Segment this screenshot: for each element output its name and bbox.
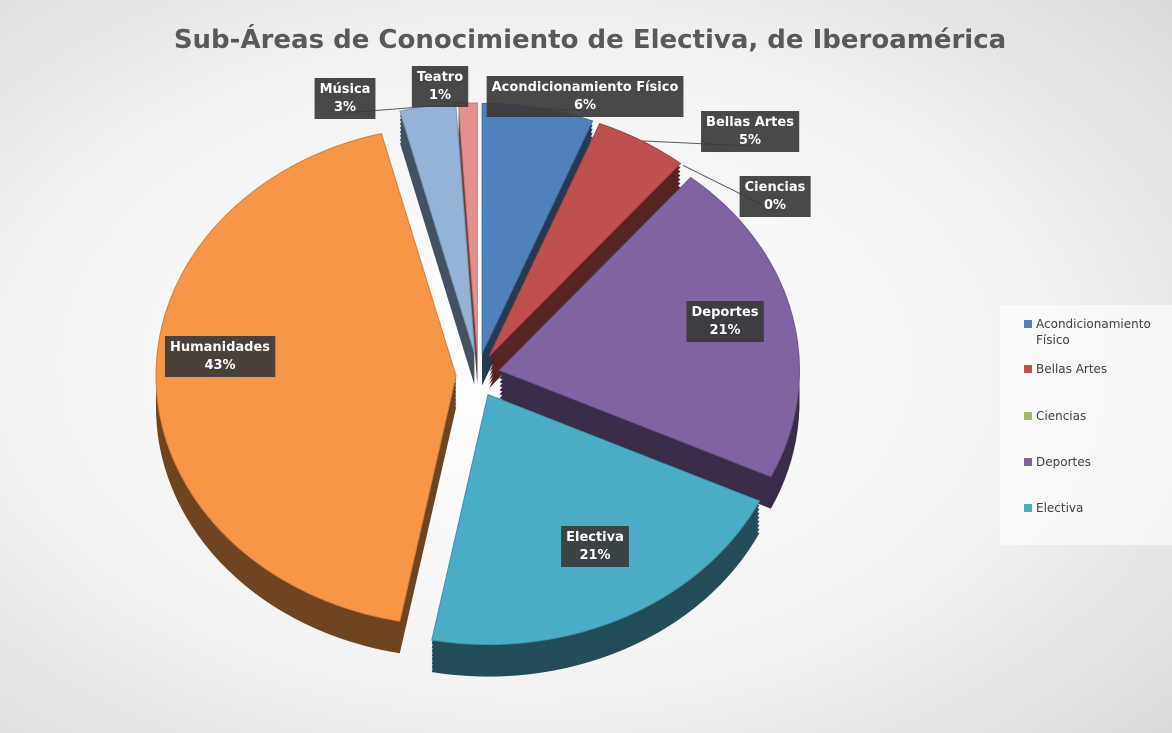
data-label: Humanidades 43% [164, 336, 276, 377]
data-label-category: Ciencias [745, 180, 806, 195]
legend-label: Deportes [1036, 455, 1091, 469]
legend-label: Ciencias [1036, 409, 1086, 423]
data-label-box [411, 66, 469, 107]
data-label-value: 0% [764, 198, 786, 213]
legend-swatch [1024, 504, 1032, 512]
data-label-value: 43% [204, 358, 235, 373]
data-label-category: Deportes [691, 305, 758, 320]
data-label: Deportes 21% [686, 301, 764, 342]
slice [431, 393, 761, 646]
data-label-value: 5% [739, 133, 761, 148]
data-label: Ciencias 0% [739, 176, 811, 217]
legend-label: Acondicionamiento Físico [1036, 317, 1151, 347]
data-label-category: Acondicionamiento Físico [492, 80, 679, 95]
data-label-category: Electiva [566, 530, 624, 545]
data-label-value: 21% [709, 323, 740, 338]
slice [488, 123, 682, 357]
data-label-box [561, 526, 629, 567]
data-label-box [164, 336, 276, 377]
pie-tops [155, 102, 800, 646]
legend: Acondicionamiento Físico Bellas Artes Cienc… [1024, 317, 1151, 515]
data-label: Bellas Artes 5% [701, 111, 800, 152]
data-label-value: 1% [429, 88, 451, 103]
legend-swatch [1024, 365, 1032, 373]
data-label-box [486, 76, 684, 117]
legend-swatch [1024, 320, 1032, 328]
data-label-value: 21% [579, 548, 610, 563]
legend-swatch [1024, 458, 1032, 466]
legend-label: Electiva [1036, 501, 1083, 515]
legend-swatch [1024, 412, 1032, 420]
data-label-value: 3% [334, 100, 356, 115]
data-label: Electiva 21% [561, 526, 629, 567]
legend-label: Bellas Artes [1036, 362, 1107, 376]
data-label-box [314, 78, 376, 119]
data-label: Música 3% [314, 78, 376, 119]
data-label: Teatro 1% [411, 66, 469, 107]
slice [498, 176, 800, 478]
data-label-box [686, 301, 764, 342]
data-label-box [701, 111, 800, 152]
data-label-category: Teatro [417, 70, 463, 85]
data-label-box [739, 176, 811, 217]
chart-title: Sub-Áreas de Conocimiento de Electiva, d… [174, 23, 1006, 55]
slice [155, 132, 457, 622]
data-label-category: Humanidades [170, 340, 270, 355]
data-labels: Acondicionamiento Físico 6% Bellas Artes 5%… [164, 66, 811, 567]
data-label-value: 6% [574, 98, 596, 113]
data-label: Acondicionamiento Físico 6% [486, 76, 684, 117]
data-label-category: Bellas Artes [706, 115, 794, 130]
data-label-category: Música [320, 82, 371, 97]
